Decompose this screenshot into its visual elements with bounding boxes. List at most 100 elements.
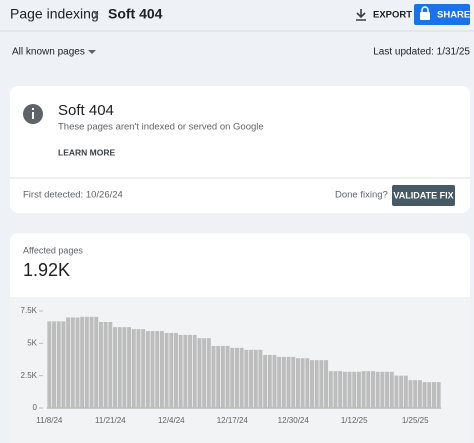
bar (75, 317, 80, 408)
bar (216, 345, 221, 408)
bar (319, 360, 324, 408)
validate-label: VALIDATE FIX (393, 190, 453, 200)
bar (183, 334, 188, 408)
bar (408, 380, 413, 408)
bar (431, 382, 436, 408)
bar (272, 354, 277, 408)
bar (347, 371, 352, 408)
bar (380, 371, 385, 408)
page-filter[interactable]: All known pages (12, 47, 85, 58)
bar (436, 382, 441, 408)
bar (324, 360, 329, 408)
y-tick-label: 0 (33, 403, 38, 412)
x-tick-label: 12/4/24 (158, 416, 185, 425)
y-tick-label: 2.5K (21, 371, 38, 380)
bar (103, 321, 108, 408)
bar (310, 360, 314, 408)
bar (389, 371, 394, 408)
validate-button[interactable]: VALIDATE FIX (392, 185, 455, 206)
bar (361, 371, 366, 408)
bar (333, 371, 338, 408)
learn-more[interactable]: LEARN MORE (58, 147, 115, 157)
dropdown-arrow (88, 50, 96, 54)
bar (427, 382, 432, 408)
bar (371, 371, 375, 408)
bar (328, 371, 333, 408)
bar (366, 371, 371, 408)
bar (66, 317, 71, 408)
bar (338, 371, 343, 408)
x-tick-label: 1/25/25 (402, 416, 429, 425)
bar (61, 321, 66, 408)
export-label: EXPORT (373, 10, 412, 21)
bar (258, 349, 263, 408)
bar (286, 356, 291, 408)
bar (108, 321, 113, 408)
bar (295, 358, 300, 408)
bar (188, 334, 193, 408)
bar (403, 375, 408, 408)
bar (385, 371, 390, 408)
done-fixing: Done fixing? (335, 190, 388, 201)
bar (141, 329, 146, 408)
bar (89, 316, 94, 408)
breadcrumb[interactable]: Page indexing (10, 6, 99, 22)
y-tick-label: 7.5K (21, 306, 38, 315)
bar (136, 329, 141, 408)
bar (70, 317, 75, 408)
bar (375, 371, 380, 408)
bar (174, 332, 178, 408)
bar (94, 316, 99, 408)
x-tick-label: 1/12/25 (341, 416, 368, 425)
bar (267, 354, 272, 408)
bar (145, 331, 150, 408)
bar (394, 375, 399, 408)
bar (155, 331, 160, 408)
bar (56, 321, 61, 408)
bar (253, 349, 258, 408)
bar (352, 371, 357, 408)
issue-description: These pages aren't indexed or served on … (58, 122, 264, 133)
x-tick-label: 12/17/24 (217, 416, 249, 425)
x-tick-label: 11/8/24 (36, 416, 63, 425)
bar (150, 331, 155, 408)
bar (244, 349, 249, 408)
bar (131, 329, 136, 408)
bar (314, 360, 319, 408)
bar (192, 334, 197, 408)
bar (220, 345, 225, 408)
bar (47, 321, 52, 408)
validate-bg (392, 185, 455, 206)
bar (52, 321, 57, 408)
chevron (92, 10, 99, 20)
bar (417, 380, 422, 408)
bar (122, 327, 127, 408)
bar (164, 332, 169, 408)
bar (169, 332, 174, 408)
bar (413, 380, 418, 408)
bar (113, 327, 117, 408)
y-tick-label: 5K (27, 338, 37, 347)
affected-label: Affected pages (23, 245, 83, 255)
info-icon-dot (32, 108, 34, 110)
export-button[interactable]: EXPORT (356, 9, 412, 21)
bar (249, 349, 254, 408)
info-icon-stem (32, 112, 34, 119)
bar (80, 316, 85, 408)
bar (197, 338, 202, 408)
bar (291, 356, 296, 408)
affected-value: 1.92K (23, 260, 70, 280)
bar (277, 356, 282, 408)
bar (84, 316, 89, 408)
bar (127, 327, 132, 408)
share-label: SHARE (437, 10, 470, 21)
lock-icon (420, 12, 430, 20)
issue-title: Soft 404 (58, 102, 114, 119)
share-button[interactable]: SHARE (414, 4, 470, 25)
bar (342, 371, 347, 408)
x-tick-label: 11/21/24 (95, 416, 126, 425)
bar (202, 338, 207, 408)
plot: 0 2.5K 5K 7.5K 11/8/24 11/21/24 12/4/24 12/17/2… (21, 306, 441, 425)
